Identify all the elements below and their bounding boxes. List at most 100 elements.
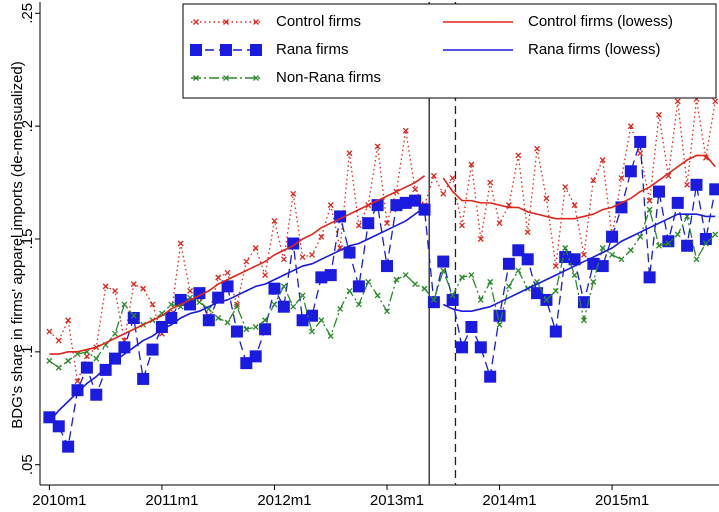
x-marker xyxy=(505,283,512,290)
x-marker xyxy=(702,240,709,247)
x-marker xyxy=(318,233,325,240)
x-marker xyxy=(318,317,325,324)
x-marker xyxy=(130,312,137,319)
y-tick-label: .2 xyxy=(19,120,36,133)
square-marker xyxy=(681,239,694,252)
legend: Control firms Rana firms Non-Rana firms Con… xyxy=(182,3,717,99)
x-marker xyxy=(637,150,644,157)
y-tick-label: .25 xyxy=(19,3,36,24)
x-marker xyxy=(299,254,306,261)
x-marker xyxy=(627,123,634,130)
x-marker xyxy=(402,272,409,279)
x-marker xyxy=(468,161,475,168)
x-marker xyxy=(130,281,137,288)
x-marker xyxy=(233,303,240,310)
x-marker xyxy=(515,267,522,274)
square-marker xyxy=(343,246,356,259)
x-marker xyxy=(618,175,625,182)
square-marker xyxy=(362,217,375,230)
x-marker xyxy=(412,186,419,193)
x-marker xyxy=(674,98,681,105)
x-marker xyxy=(618,256,625,263)
x-marker xyxy=(571,272,578,279)
x-marker xyxy=(590,278,597,285)
square-marker xyxy=(521,253,534,266)
square-marker xyxy=(268,282,281,295)
square-marker xyxy=(699,232,712,245)
x-marker xyxy=(280,283,287,290)
x-marker xyxy=(253,19,259,25)
square-marker xyxy=(512,244,525,257)
square-marker xyxy=(437,255,450,268)
x-marker xyxy=(224,319,231,326)
series-line xyxy=(49,154,716,355)
x-marker xyxy=(393,276,400,283)
legend-item: Control firms (lowess) xyxy=(443,13,673,30)
square-marker xyxy=(531,287,544,300)
x-marker xyxy=(55,364,62,371)
square-marker xyxy=(446,293,459,306)
x-marker xyxy=(599,245,606,251)
x-marker xyxy=(262,272,269,279)
legend-item: Control firms xyxy=(191,13,361,30)
x-marker xyxy=(365,278,372,285)
x-marker xyxy=(140,285,147,292)
legend-label: Non-Rana firms xyxy=(276,69,381,86)
square-marker xyxy=(643,271,656,284)
square-marker xyxy=(90,388,103,401)
x-marker xyxy=(46,328,53,335)
x-marker xyxy=(609,251,616,258)
square-marker xyxy=(220,44,232,56)
square-marker xyxy=(465,321,478,334)
square-marker xyxy=(52,420,65,433)
x-marker xyxy=(346,287,353,294)
x-marker xyxy=(646,197,653,204)
legend-label: Control firms (lowess) xyxy=(528,13,673,30)
x-marker xyxy=(374,292,381,299)
x-tick-label: 2010m1 xyxy=(32,492,86,509)
x-marker xyxy=(290,190,297,197)
square-marker xyxy=(456,341,469,354)
legend-label: Rana firms xyxy=(276,41,349,58)
x-marker xyxy=(449,292,456,299)
square-marker xyxy=(484,370,497,383)
x-marker xyxy=(46,357,53,364)
x-marker xyxy=(562,245,569,251)
square-marker xyxy=(165,311,178,324)
x-marker xyxy=(599,157,606,163)
x-marker xyxy=(374,143,381,150)
x-marker xyxy=(637,233,644,240)
x-marker xyxy=(243,326,250,333)
x-marker xyxy=(543,296,550,303)
square-marker xyxy=(493,309,506,322)
x-tick-label: 2014m1 xyxy=(482,492,536,509)
square-marker xyxy=(324,269,337,282)
x-marker xyxy=(534,145,541,152)
x-marker xyxy=(421,285,428,292)
square-marker xyxy=(146,343,159,356)
x-marker xyxy=(646,206,653,213)
square-marker xyxy=(118,341,131,354)
x-marker xyxy=(121,301,128,308)
square-marker xyxy=(315,271,328,284)
square-marker xyxy=(381,260,394,273)
x-marker xyxy=(487,179,494,186)
x-marker xyxy=(187,287,194,294)
x-marker xyxy=(440,190,447,197)
y-tick-label: .1 xyxy=(19,346,36,359)
y-tick-label: .15 xyxy=(19,229,36,250)
square-marker xyxy=(662,235,675,248)
square-marker xyxy=(606,230,619,243)
x-marker xyxy=(74,378,81,385)
x-marker xyxy=(674,231,681,238)
square-marker xyxy=(399,196,412,209)
x-marker xyxy=(102,283,109,290)
x-marker xyxy=(552,287,559,294)
x-marker xyxy=(384,308,390,315)
x-marker xyxy=(402,127,409,134)
square-marker xyxy=(502,257,515,270)
square-marker xyxy=(305,309,318,322)
square-marker xyxy=(624,165,637,178)
y-tick-label: .05 xyxy=(19,454,36,475)
